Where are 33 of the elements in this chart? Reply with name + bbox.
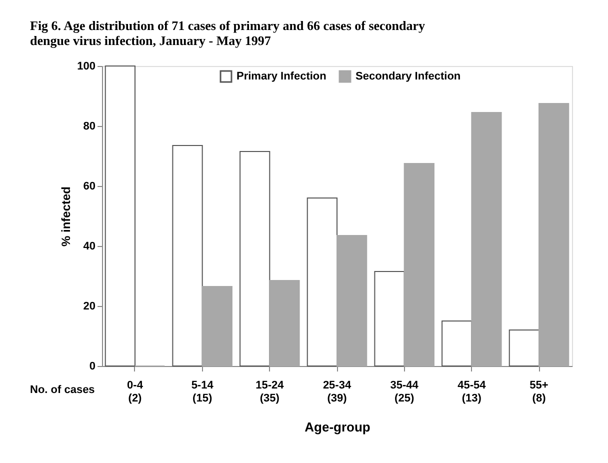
x-tick-label: 25-34 (39) — [322, 380, 352, 404]
bar — [374, 271, 405, 366]
x-tick-label: 0-4 (2) — [127, 380, 144, 404]
y-tick-label: 100 — [77, 60, 96, 72]
bar — [306, 198, 338, 366]
bar — [269, 280, 300, 366]
bar — [104, 66, 136, 366]
bar — [202, 286, 232, 366]
text: dengue virus infection, January - May 1997 — [30, 33, 271, 48]
bar — [508, 330, 540, 366]
y-tick-label: 80 — [83, 120, 96, 132]
x-axis-title: Age-group — [304, 420, 370, 434]
legend-label: Secondary Infection — [356, 70, 461, 83]
x-tick-label: 55+ (8) — [530, 380, 548, 404]
y-tick-label: 60 — [83, 180, 96, 192]
y-tick-label: 0 — [89, 360, 96, 372]
bar — [172, 145, 203, 366]
bar — [336, 235, 368, 366]
text: Fig 6. Age distribution of 71 cases of primary and 66 cases of secondary — [30, 18, 426, 33]
x-tick-label: 15-24 (35) — [256, 380, 285, 404]
bar — [442, 320, 472, 366]
text: No. of cases — [30, 384, 95, 396]
y-axis-title: % infected — [59, 186, 74, 247]
legend-label: Primary Infection — [236, 70, 327, 83]
x-tick-label: 35-44 (25) — [390, 380, 420, 404]
bar — [240, 151, 270, 366]
bar — [404, 163, 434, 366]
bar — [471, 112, 502, 366]
y-tick-label: 20 — [83, 300, 96, 312]
x-tick-label: 5-14 (15) — [191, 380, 214, 404]
bar — [538, 103, 570, 366]
y-tick-label: 40 — [83, 240, 96, 252]
x-tick-label: 45-54 (13) — [458, 380, 487, 404]
